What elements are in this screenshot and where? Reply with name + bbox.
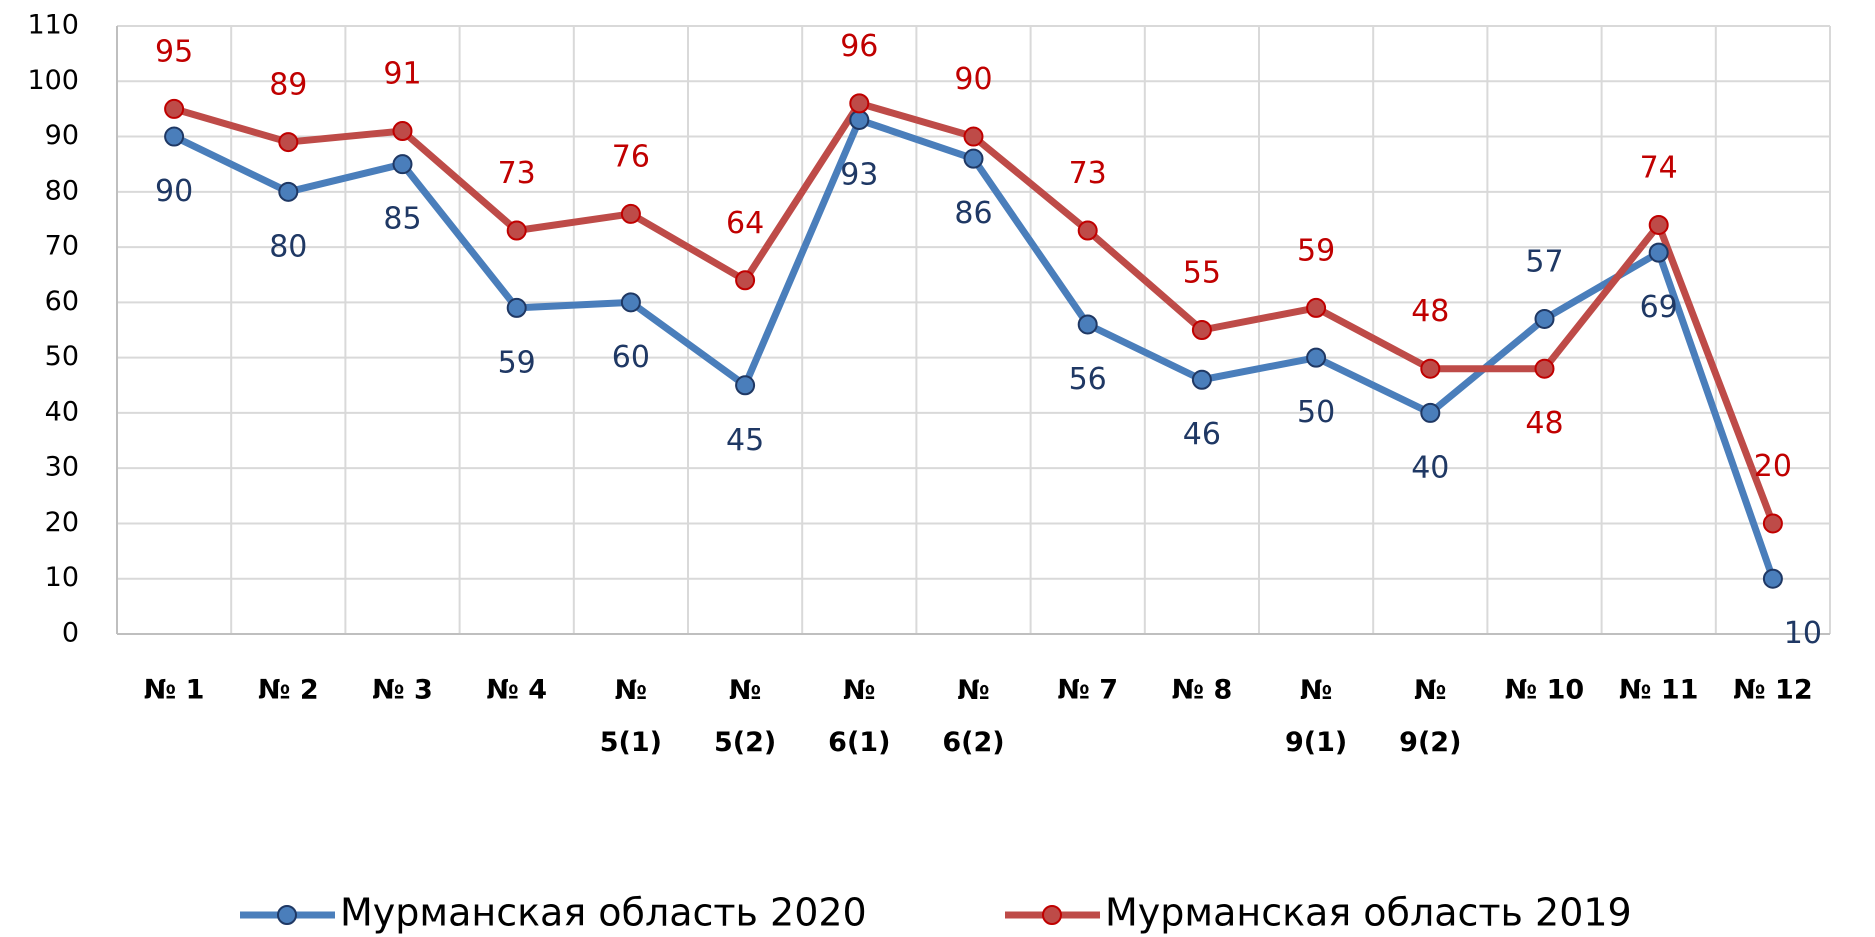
data-label: 59 <box>498 345 536 380</box>
data-label: 48 <box>1525 406 1563 441</box>
data-label: 57 <box>1525 244 1563 279</box>
y-tick-label: 40 <box>45 396 79 427</box>
data-label: 95 <box>155 34 193 69</box>
data-point <box>1077 220 1098 241</box>
data-point <box>164 126 185 147</box>
x-tick-label: № 6(2) <box>942 675 1004 758</box>
data-label: 40 <box>1411 450 1449 485</box>
y-tick-label: 10 <box>45 562 79 593</box>
x-tick-label: № 7 <box>1057 675 1118 706</box>
data-point <box>506 297 527 318</box>
data-point <box>278 132 299 153</box>
data-point <box>1420 402 1441 423</box>
y-tick-label: 110 <box>27 10 79 41</box>
data-label: 60 <box>612 340 650 375</box>
data-point <box>1306 347 1327 368</box>
data-label: 90 <box>155 174 193 209</box>
y-tick-label: 100 <box>27 65 79 96</box>
data-label: 73 <box>498 156 536 191</box>
x-tick-label: № 12 <box>1733 675 1812 706</box>
data-label: 10 <box>1784 616 1822 651</box>
data-label: 56 <box>1069 362 1107 397</box>
data-point <box>1534 358 1555 379</box>
data-label: 96 <box>840 29 878 64</box>
data-label: 93 <box>840 157 878 192</box>
data-label: 90 <box>954 62 992 97</box>
data-point <box>963 148 984 169</box>
data-point <box>1762 568 1783 589</box>
data-point <box>620 203 641 224</box>
x-tick-label: № 10 <box>1505 675 1584 706</box>
data-point <box>1762 513 1783 534</box>
series-line <box>172 116 1777 580</box>
data-label: 50 <box>1297 395 1335 430</box>
x-tick-label: № 1 <box>144 675 205 706</box>
data-point <box>392 121 413 142</box>
x-tick-label: № 11 <box>1619 675 1698 706</box>
data-label: 73 <box>1069 156 1107 191</box>
y-tick-label: 20 <box>45 507 79 538</box>
data-point <box>1534 308 1555 329</box>
y-tick-label: 50 <box>45 341 79 372</box>
data-point <box>620 292 641 313</box>
legend-label: Мурманская область 2020 <box>340 891 867 935</box>
data-point <box>849 93 870 114</box>
data-point <box>735 375 756 396</box>
data-label: 89 <box>269 68 307 103</box>
data-point <box>1420 358 1441 379</box>
legend: Мурманская область 2020 Мурманская област… <box>240 891 1632 935</box>
x-tick-label: № 2 <box>258 675 319 706</box>
data-point <box>1191 320 1212 340</box>
data-point <box>1191 369 1212 390</box>
data-point <box>1306 297 1327 318</box>
x-tick-label: № 9(2) <box>1399 675 1461 758</box>
data-point <box>506 220 527 241</box>
y-tick-label: 60 <box>45 286 79 317</box>
data-label: 59 <box>1297 233 1335 268</box>
data-label: 86 <box>954 196 992 231</box>
x-tick-label: № 6(1) <box>828 675 890 758</box>
data-point <box>392 154 413 175</box>
data-point <box>278 181 299 202</box>
data-label: 74 <box>1640 150 1678 185</box>
data-label: 64 <box>726 206 764 241</box>
data-label: 45 <box>726 423 764 458</box>
legend-marker <box>277 905 297 925</box>
y-tick-label: 0 <box>62 618 79 649</box>
legend-marker <box>1042 905 1062 925</box>
x-tick-label: № 9(1) <box>1285 675 1347 758</box>
data-point <box>849 109 870 130</box>
y-tick-label: 30 <box>45 452 79 483</box>
data-point <box>1648 242 1669 263</box>
x-tick-label: № 5(1) <box>600 675 662 758</box>
y-tick-label: 80 <box>45 175 79 206</box>
y-tick-label: 70 <box>45 231 79 262</box>
data-point <box>963 126 984 147</box>
data-point <box>735 270 756 291</box>
x-tick-label: № 8 <box>1172 675 1233 706</box>
data-point <box>164 98 185 119</box>
x-tick-label: № 3 <box>372 675 433 706</box>
data-label: 55 <box>1183 256 1221 291</box>
legend-label: Мурманская область 2019 <box>1105 891 1632 935</box>
data-label: 85 <box>383 202 421 237</box>
data-label: 46 <box>1183 417 1221 452</box>
data-label: 20 <box>1754 449 1792 484</box>
data-label: 76 <box>612 139 650 174</box>
y-tick-label: 90 <box>45 120 79 151</box>
data-point <box>1077 314 1098 335</box>
x-tick-label: № 5(2) <box>714 675 776 758</box>
data-label: 80 <box>269 229 307 264</box>
data-label: 91 <box>383 57 421 92</box>
data-label: 48 <box>1411 294 1449 329</box>
x-tick-label: № 4 <box>486 675 547 706</box>
data-point <box>1648 214 1669 235</box>
data-label: 69 <box>1640 290 1678 325</box>
